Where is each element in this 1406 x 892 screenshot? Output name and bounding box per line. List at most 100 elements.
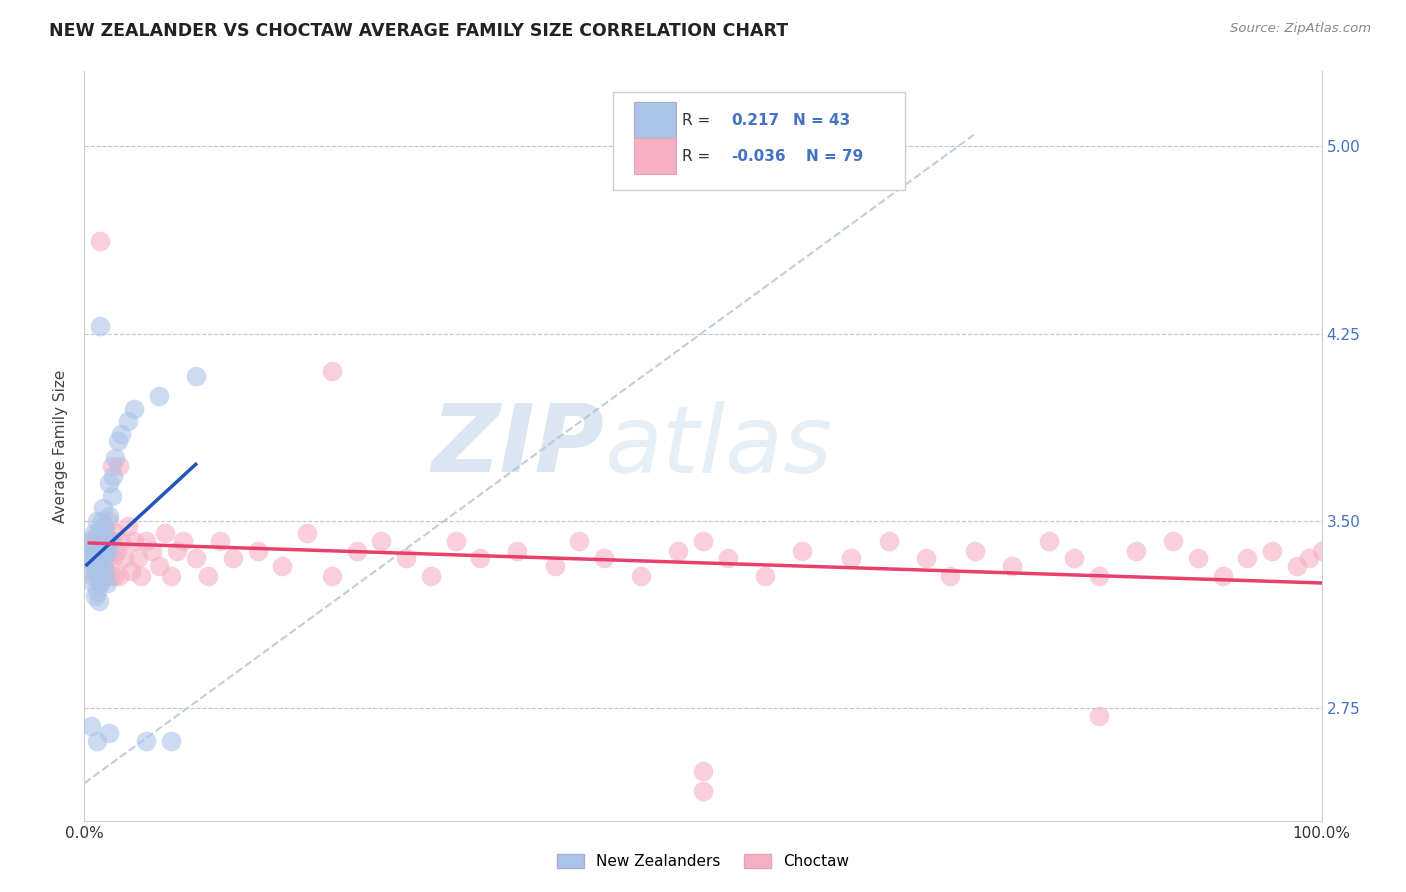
Point xyxy=(222,551,245,566)
Point xyxy=(1161,533,1184,548)
Point xyxy=(153,526,176,541)
Point xyxy=(91,501,114,516)
Point xyxy=(1001,558,1024,573)
Point xyxy=(166,544,188,558)
Point xyxy=(97,544,120,558)
Point xyxy=(1088,708,1111,723)
Point xyxy=(87,539,110,553)
Point xyxy=(79,719,101,733)
Point xyxy=(630,569,652,583)
Point xyxy=(89,544,111,558)
Point xyxy=(77,539,100,553)
Point xyxy=(96,576,118,591)
Text: N = 79: N = 79 xyxy=(806,149,863,163)
Point xyxy=(79,544,101,558)
Text: R =: R = xyxy=(682,149,716,163)
Point xyxy=(841,551,863,566)
Point xyxy=(141,544,163,558)
Point xyxy=(100,489,122,503)
Point xyxy=(108,569,131,583)
Point xyxy=(96,533,118,548)
Point xyxy=(271,558,294,573)
Point xyxy=(506,544,529,558)
Point xyxy=(160,733,183,747)
Text: atlas: atlas xyxy=(605,401,832,491)
Point xyxy=(82,551,104,566)
Point xyxy=(86,733,108,747)
Point xyxy=(197,569,219,583)
FancyBboxPatch shape xyxy=(613,92,904,190)
Point xyxy=(91,569,114,583)
Point xyxy=(160,569,183,583)
Point xyxy=(110,426,132,441)
Point xyxy=(717,551,740,566)
Point xyxy=(666,544,689,558)
Point xyxy=(108,458,131,473)
Point xyxy=(1285,558,1308,573)
Point xyxy=(91,551,114,566)
Text: NEW ZEALANDER VS CHOCTAW AVERAGE FAMILY SIZE CORRELATION CHART: NEW ZEALANDER VS CHOCTAW AVERAGE FAMILY … xyxy=(49,22,789,40)
Y-axis label: Average Family Size: Average Family Size xyxy=(53,369,69,523)
Point xyxy=(79,533,101,548)
Legend: New Zealanders, Choctaw: New Zealanders, Choctaw xyxy=(551,848,855,875)
Point xyxy=(86,526,108,541)
Point xyxy=(91,539,114,553)
Point xyxy=(89,544,111,558)
Point xyxy=(117,519,139,533)
Point xyxy=(135,533,157,548)
FancyBboxPatch shape xyxy=(634,102,676,138)
Point xyxy=(76,551,98,566)
Point xyxy=(100,458,122,473)
Point xyxy=(593,551,616,566)
Point xyxy=(321,569,343,583)
Point xyxy=(89,576,111,591)
Point xyxy=(1187,551,1209,566)
Point xyxy=(1125,544,1147,558)
Text: Source: ZipAtlas.com: Source: ZipAtlas.com xyxy=(1230,22,1371,36)
Point xyxy=(148,558,170,573)
FancyBboxPatch shape xyxy=(634,138,676,174)
Point xyxy=(80,533,103,548)
Point xyxy=(98,533,121,548)
Point xyxy=(135,733,157,747)
Point xyxy=(1261,544,1284,558)
Point xyxy=(101,551,124,566)
Point xyxy=(790,544,813,558)
Point xyxy=(104,526,127,541)
Point xyxy=(84,564,107,578)
Point xyxy=(110,533,132,548)
Point xyxy=(370,533,392,548)
Point xyxy=(79,551,101,566)
Point xyxy=(1236,551,1258,566)
Point xyxy=(94,564,117,578)
Text: N = 43: N = 43 xyxy=(793,112,851,128)
Point xyxy=(117,414,139,428)
Point xyxy=(89,558,111,573)
Point xyxy=(395,551,418,566)
Point xyxy=(692,783,714,797)
Point xyxy=(89,319,111,334)
Point xyxy=(914,551,936,566)
Point xyxy=(97,551,120,566)
Text: -0.036: -0.036 xyxy=(731,149,786,163)
Point xyxy=(122,401,145,416)
Point xyxy=(89,526,111,541)
Point xyxy=(90,551,112,566)
Point xyxy=(94,569,117,583)
Point xyxy=(87,564,110,578)
Point xyxy=(1310,544,1333,558)
Point xyxy=(295,526,318,541)
Point xyxy=(79,564,101,578)
Point xyxy=(100,533,122,548)
Point xyxy=(84,589,107,603)
Point xyxy=(94,526,117,541)
Point xyxy=(939,569,962,583)
Point xyxy=(98,476,121,491)
Text: ZIP: ZIP xyxy=(432,400,605,492)
Point xyxy=(89,594,111,608)
Point xyxy=(98,514,121,528)
Point xyxy=(346,544,368,558)
Point xyxy=(754,569,776,583)
Text: R =: R = xyxy=(682,112,716,128)
Point xyxy=(470,551,492,566)
